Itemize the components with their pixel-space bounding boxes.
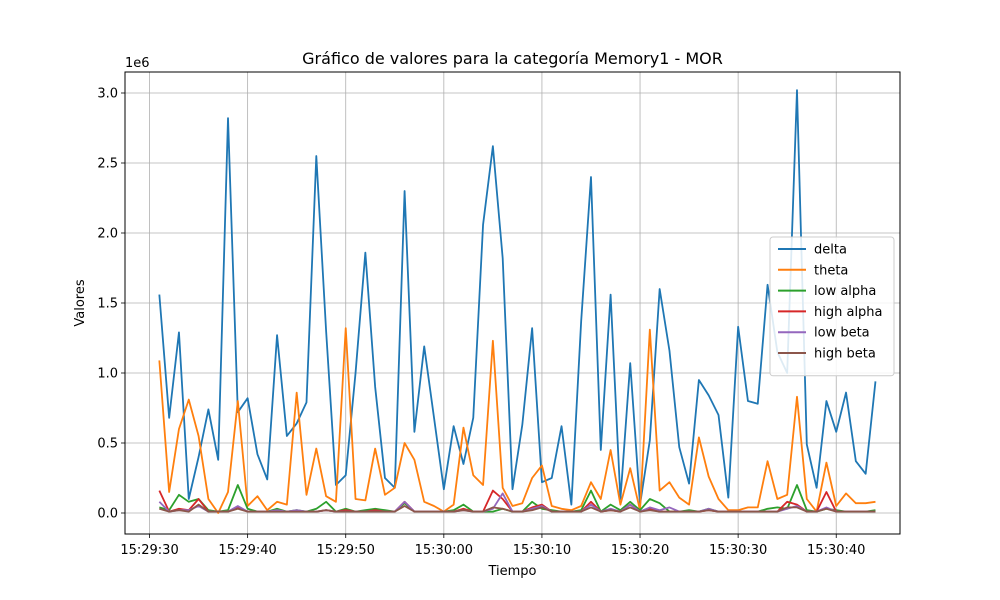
legend-label: low alpha bbox=[814, 284, 876, 299]
legend: delta theta low alpha high alpha low beta hig… bbox=[769, 236, 895, 377]
x-tick-label: 15:30:30 bbox=[709, 543, 767, 558]
x-tick-label: 15:30:00 bbox=[415, 543, 473, 558]
legend-label: high alpha bbox=[814, 305, 883, 320]
y-axis-label: Valores bbox=[73, 279, 88, 326]
series-lines bbox=[158, 89, 877, 514]
x-tick-label: 15:30:10 bbox=[513, 543, 571, 558]
series-line-delta bbox=[158, 89, 877, 506]
x-tick-label: 15:29:30 bbox=[120, 543, 178, 558]
legend-label: delta bbox=[814, 243, 847, 258]
legend-label: theta bbox=[814, 263, 848, 278]
y-tick-label: 2.0 bbox=[97, 227, 118, 242]
x-axis-label: Tiempo bbox=[487, 564, 536, 579]
series-line-theta bbox=[158, 327, 876, 514]
legend-label: high beta bbox=[814, 347, 876, 362]
y-tick-label: 2.5 bbox=[97, 157, 118, 172]
y-tick-label: 3.0 bbox=[97, 87, 118, 102]
y-tick-label: 0.0 bbox=[97, 507, 118, 522]
x-tick-label: 15:29:40 bbox=[218, 543, 276, 558]
legend-label: low beta bbox=[814, 326, 870, 341]
y-tick-label: 1.0 bbox=[97, 367, 118, 382]
chart-title: Gráfico de valores para la categoría Mem… bbox=[302, 49, 723, 68]
x-tick-label: 15:30:20 bbox=[611, 543, 669, 558]
y-tick-label: 1.5 bbox=[97, 297, 118, 312]
x-tick-label: 15:30:40 bbox=[807, 543, 865, 558]
x-tick-label: 15:29:50 bbox=[317, 543, 375, 558]
axes: 0.0 0.5 1.0 1.5 2.0 2.5 3.0 15:29:30 15:29:40 15:… bbox=[97, 87, 865, 559]
legend-frame bbox=[769, 236, 895, 377]
series-line-high-beta bbox=[159, 503, 876, 513]
y-offset-label: 1e6 bbox=[125, 56, 150, 71]
y-tick-label: 0.5 bbox=[97, 437, 118, 452]
